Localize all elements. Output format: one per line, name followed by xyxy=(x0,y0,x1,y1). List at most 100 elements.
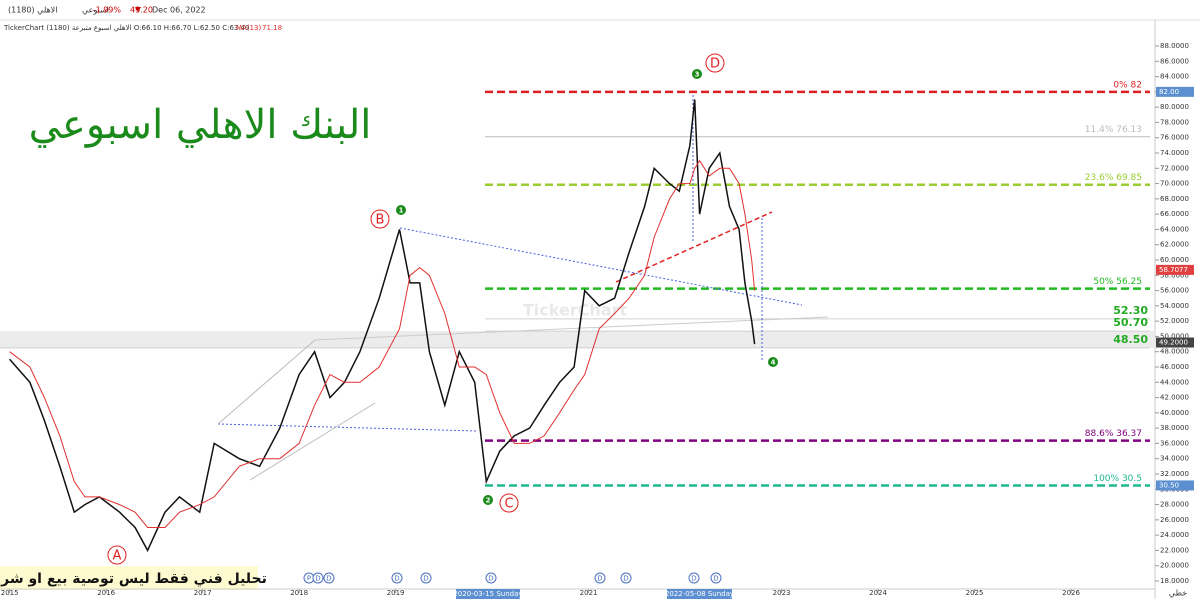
event-icon xyxy=(312,572,324,584)
y-tick-label: 46.0000 xyxy=(1160,363,1189,371)
y-tick-label: 62.0000 xyxy=(1160,241,1189,249)
y-tick-label: 88.0000 xyxy=(1160,42,1189,50)
y-tick-label: 18.0000 xyxy=(1160,577,1189,585)
ma-name: MA(13) xyxy=(236,24,261,32)
symbol: الاهلي (1180) xyxy=(8,6,57,15)
period: اسبوعي xyxy=(82,6,109,15)
trend-line xyxy=(249,402,376,481)
y-tick-label: 70.0000 xyxy=(1160,180,1189,188)
price-tag xyxy=(1156,337,1194,348)
chart-title: البنك الاهلي اسبوعي xyxy=(29,102,372,148)
change: -1.99% xyxy=(93,6,122,15)
x-tick-label: 2016 xyxy=(97,589,115,597)
event-icon xyxy=(710,572,722,584)
y-tick-label: 40.0000 xyxy=(1160,409,1189,417)
event-label: D xyxy=(597,575,602,583)
support-label: 48.50 xyxy=(1113,333,1148,346)
event-label: D xyxy=(488,575,493,583)
event-icon xyxy=(420,572,432,584)
wave-label: A xyxy=(113,549,122,564)
count-label: 3 xyxy=(695,71,700,79)
y-tick-label: 72.0000 xyxy=(1160,164,1189,172)
y-tick-label: 54.0000 xyxy=(1160,302,1189,310)
y-tick-label: 36.0000 xyxy=(1160,439,1189,447)
note: تحليل فني فقط ليس توصية بيع او شراء xyxy=(0,571,267,587)
y-tick-label: 34.0000 xyxy=(1160,455,1189,463)
fib-label: 11.4% 76.13 xyxy=(1085,125,1142,135)
price-tag-label: 49.2000 xyxy=(1159,339,1188,347)
y-tick-label: 22.0000 xyxy=(1160,546,1189,554)
event-icon xyxy=(620,572,632,584)
wave-label: C xyxy=(504,497,513,512)
fib-label: 100% 30.5 xyxy=(1093,474,1142,484)
x-tick-label: 2019 xyxy=(387,589,405,597)
wave-label: D xyxy=(710,57,720,72)
x-tick-label: 2025 xyxy=(966,589,984,597)
event-label: D xyxy=(623,575,628,583)
date-tag-label: 2022-05-08 Sunday xyxy=(665,590,734,598)
count-circle xyxy=(396,205,406,215)
trend-line xyxy=(217,339,316,425)
axis-mode: خطي xyxy=(1169,589,1187,598)
y-tick-label: 80.0000 xyxy=(1160,103,1189,111)
event-icon xyxy=(323,572,335,584)
y-tick-label: 68.0000 xyxy=(1160,195,1189,203)
y-tick-label: 26.0000 xyxy=(1160,516,1189,524)
event-icon xyxy=(391,572,403,584)
y-tick-label: 78.0000 xyxy=(1160,118,1189,126)
count-label: 2 xyxy=(486,497,491,505)
x-tick-label: 2026 xyxy=(1062,589,1080,597)
date-tag xyxy=(667,589,732,599)
ohlc: TickerChart الاهلي اسبوع متبرعة (1180) O… xyxy=(3,24,249,32)
support-label: 52.30 xyxy=(1113,304,1148,317)
price-tag xyxy=(1156,480,1194,491)
y-tick-label: 56.0000 xyxy=(1160,287,1189,295)
y-tick-label: 58.0000 xyxy=(1160,271,1189,279)
fib-label: 50% 56.25 xyxy=(1093,277,1142,287)
trend-line xyxy=(314,316,829,341)
event-label: D xyxy=(394,575,399,583)
support-label: 50.70 xyxy=(1113,316,1148,329)
y-tick-label: 38.0000 xyxy=(1160,424,1189,432)
trend-line xyxy=(217,423,479,432)
ma-line xyxy=(9,159,756,528)
event-label: D xyxy=(713,575,718,583)
x-tick-label: 2017 xyxy=(194,589,212,597)
y-tick-label: 52.0000 xyxy=(1160,317,1189,325)
event-label: P xyxy=(307,575,311,583)
price-tag xyxy=(1156,86,1194,97)
y-tick-label: 76.0000 xyxy=(1160,134,1189,142)
fib-label: 23.6% 69.85 xyxy=(1085,173,1142,183)
x-tick-label: 2024 xyxy=(869,589,887,597)
event-icon xyxy=(594,572,606,584)
wave-label: B xyxy=(376,213,385,228)
count-label: 1 xyxy=(399,207,404,215)
count-circle xyxy=(692,69,702,79)
note-box xyxy=(0,566,258,590)
y-tick-label: 50.0000 xyxy=(1160,332,1189,340)
date-tag xyxy=(456,589,520,599)
price: 49.20 xyxy=(130,6,153,15)
wave-circle xyxy=(499,493,519,513)
fib-label: 0% 82 xyxy=(1113,80,1142,90)
down-arrow xyxy=(135,7,141,12)
event-label: D xyxy=(691,575,696,583)
x-tick-label: 2018 xyxy=(290,589,308,597)
y-tick-label: 64.0000 xyxy=(1160,225,1189,233)
y-tick-label: 20.0000 xyxy=(1160,562,1189,570)
price-tag-label: 30.50 xyxy=(1159,481,1179,489)
y-tick-label: 28.0000 xyxy=(1160,501,1189,509)
event-icon xyxy=(485,572,497,584)
x-tick-label: 2015 xyxy=(1,589,19,597)
x-tick-label: 2021 xyxy=(580,589,598,597)
count-circle xyxy=(483,495,493,505)
date-tag-label: 2020-03-15 Sunday xyxy=(453,590,522,598)
event-label: D xyxy=(315,575,320,583)
count-circle xyxy=(768,357,778,367)
wave-circle xyxy=(107,545,127,565)
fib-label: 88.6% 36.37 xyxy=(1085,429,1142,439)
price-tag xyxy=(1156,264,1194,275)
y-tick-label: 60.0000 xyxy=(1160,256,1189,264)
